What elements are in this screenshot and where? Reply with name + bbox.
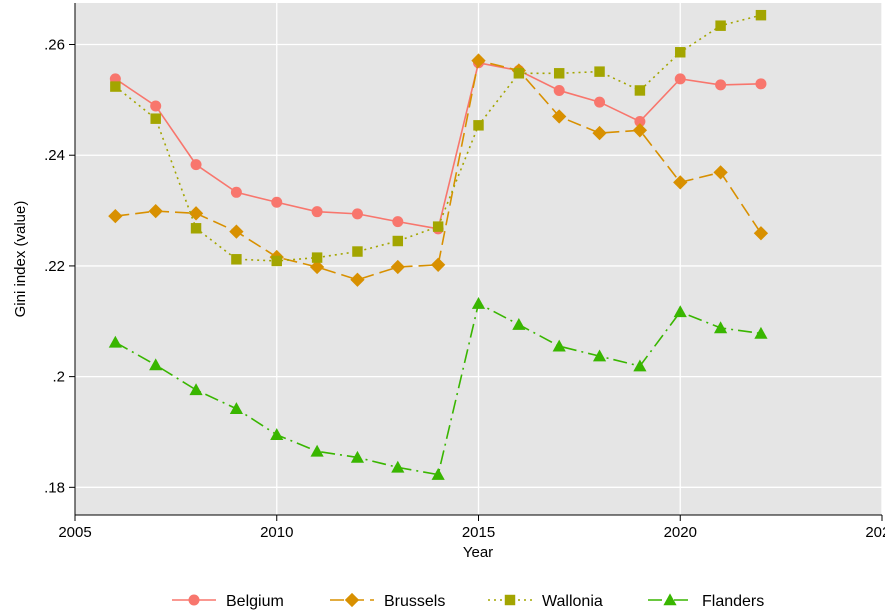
data-point	[592, 125, 607, 141]
data-point	[754, 326, 768, 339]
data-point	[755, 78, 767, 90]
data-point	[270, 428, 284, 441]
data-point	[592, 349, 607, 362]
data-point	[188, 206, 204, 221]
data-point	[473, 120, 484, 131]
data-point	[713, 165, 728, 180]
data-point	[673, 175, 688, 190]
x-tick-label: 2010	[260, 524, 293, 541]
legend-marker	[188, 594, 200, 606]
data-point	[715, 79, 727, 91]
data-series	[108, 9, 769, 480]
legend-label: Belgium	[226, 593, 284, 610]
data-point	[471, 296, 486, 309]
data-point	[352, 246, 363, 257]
data-point	[189, 383, 203, 396]
y-tick-label: .26	[44, 37, 65, 54]
y-tick-label: .18	[44, 479, 65, 496]
data-point	[108, 208, 123, 224]
series-line-wallonia	[114, 14, 762, 262]
data-point	[150, 113, 161, 124]
data-point	[594, 66, 605, 77]
data-point	[190, 159, 202, 171]
data-point	[271, 196, 283, 208]
x-tick-label: 2025	[865, 524, 885, 541]
data-point	[431, 467, 445, 480]
data-point	[271, 255, 282, 267]
data-point	[230, 186, 242, 198]
legend: Belgium Brussels Wallonia Flanders	[172, 592, 764, 610]
data-point	[715, 20, 726, 31]
data-point	[673, 305, 687, 318]
data-point	[190, 223, 202, 234]
x-tick-label: 2020	[664, 524, 697, 541]
data-point	[390, 259, 405, 275]
data-point	[110, 81, 121, 92]
data-point	[675, 47, 686, 58]
legend-item-brussels: Brussels	[330, 592, 445, 610]
legend-label: Flanders	[702, 593, 764, 610]
data-point	[753, 226, 769, 241]
data-point	[229, 402, 243, 415]
data-point	[512, 317, 526, 330]
y-tick-label: .24	[44, 147, 65, 164]
data-point	[471, 53, 486, 68]
data-point	[553, 84, 565, 96]
data-point	[392, 235, 404, 247]
data-point	[634, 115, 646, 127]
data-point	[229, 224, 244, 239]
x-tick-label: 2005	[58, 524, 91, 541]
data-point	[632, 123, 648, 138]
data-point	[150, 100, 162, 112]
data-point	[755, 9, 767, 21]
data-point	[148, 203, 163, 219]
data-point	[392, 216, 404, 228]
x-tick-label: 2015	[462, 524, 495, 541]
legend-label: Wallonia	[542, 593, 603, 610]
axes: 2005 2010 2015 2020 2025 .18 .2 .22 .24 .26	[44, 3, 885, 541]
data-point	[552, 339, 566, 352]
legend-marker	[504, 594, 516, 606]
legend-item-belgium: Belgium	[172, 593, 284, 610]
x-axis-title: Year	[463, 544, 493, 561]
data-point	[149, 358, 163, 371]
data-point	[231, 254, 242, 265]
data-point	[351, 208, 363, 220]
data-point	[391, 460, 405, 473]
series-flanders	[108, 296, 768, 480]
data-point	[513, 68, 525, 79]
data-point	[553, 68, 565, 79]
data-point	[552, 109, 567, 124]
y-tick-label: .22	[44, 258, 65, 275]
data-point	[108, 335, 122, 348]
series-wallonia	[110, 9, 767, 267]
legend-item-flanders: Flanders	[648, 593, 764, 610]
series-line-flanders	[114, 302, 762, 476]
data-point	[309, 259, 325, 275]
y-tick-label: .2	[52, 369, 65, 386]
data-point	[674, 73, 686, 85]
data-point	[311, 206, 323, 218]
data-point	[350, 450, 365, 463]
legend-marker	[344, 592, 360, 608]
data-point	[432, 221, 444, 232]
data-point	[714, 321, 728, 334]
legend-marker	[663, 593, 677, 606]
data-point	[310, 444, 324, 457]
legend-item-wallonia: Wallonia	[488, 593, 603, 610]
y-axis-title: Gini index (value)	[12, 201, 29, 318]
data-point	[594, 96, 606, 108]
data-point	[634, 85, 646, 96]
data-point	[350, 272, 365, 287]
legend-label: Brussels	[384, 593, 445, 610]
series-line-brussels	[115, 59, 762, 281]
data-point	[311, 252, 323, 263]
data-point	[431, 257, 446, 272]
data-point	[633, 359, 647, 372]
